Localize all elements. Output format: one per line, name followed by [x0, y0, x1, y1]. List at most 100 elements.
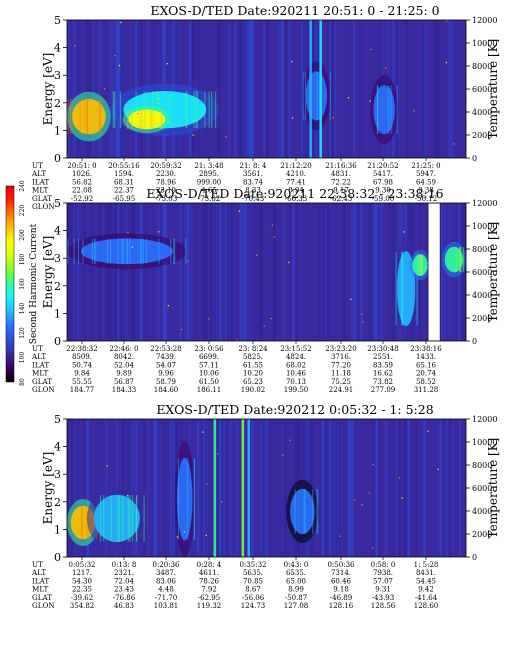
ephemeris-cell: 3561.	[243, 170, 263, 178]
background-streak	[99, 20, 101, 158]
emission-streak	[458, 247, 460, 273]
ephemeris-cell: 68.02	[286, 361, 306, 369]
background-streak	[86, 419, 89, 557]
background-streak	[434, 20, 437, 158]
background-streak	[228, 20, 230, 158]
background-streak	[260, 419, 263, 557]
ephemeris-cell: 70.13	[286, 378, 306, 386]
background-streak	[110, 203, 113, 341]
noise-speck	[403, 260, 405, 262]
noise-speck	[282, 454, 284, 456]
emission-streak	[86, 99, 88, 134]
background-streak	[424, 419, 426, 557]
ephemeris-row-label: ILAT	[32, 576, 49, 585]
y-tick-label: 2	[54, 496, 61, 509]
background-streak	[388, 203, 391, 341]
background-streak	[163, 203, 166, 341]
background-streak	[405, 20, 408, 158]
ephemeris-cell: 0:13: 8	[112, 561, 137, 569]
emission-streak	[170, 91, 172, 128]
background-streak	[158, 203, 161, 341]
background-streak	[210, 419, 212, 557]
background-streak	[351, 203, 353, 341]
ephemeris-cell: 354.82	[70, 602, 95, 610]
emission-streak	[139, 238, 141, 264]
emission-streak	[204, 91, 206, 128]
emission-streak	[103, 495, 105, 542]
ephemeris-cell: 128.56	[371, 602, 396, 610]
background-streak	[260, 419, 263, 557]
background-streak	[253, 203, 256, 341]
background-streak	[83, 203, 86, 341]
emission-streak	[418, 254, 420, 276]
y2-tick-label: 8000	[472, 245, 492, 254]
y2-tick-label: 6000	[472, 484, 492, 493]
ephemeris-cell: 5417.	[373, 170, 393, 178]
ephemeris-cell: 0:43: 0	[284, 561, 309, 569]
emission-streak	[109, 238, 112, 264]
y-tick-label: 0	[54, 335, 61, 348]
emission-streak	[376, 85, 379, 134]
ephemeris-cell: 6699.	[199, 353, 219, 361]
ephemeris-cell: 10.20	[243, 370, 263, 378]
ephemeris-row-label: UT	[32, 161, 43, 170]
emission-streak	[91, 238, 93, 264]
background-streak	[371, 419, 374, 557]
ephemeris-cell: -56.06	[242, 594, 265, 602]
background-streak	[378, 419, 381, 557]
background-streak	[325, 203, 327, 341]
background-streak	[281, 20, 283, 158]
ephemeris-cell: 8042.	[114, 353, 134, 361]
background-streak	[322, 419, 325, 557]
ephemeris-cell: 184.77	[70, 386, 95, 394]
ephemeris-cell: 1433.	[416, 353, 436, 361]
ephemeris-cell: 103.81	[154, 602, 179, 610]
emission-streak	[121, 238, 123, 264]
ephemeris-row-label: ALT	[31, 169, 46, 178]
background-streak	[356, 203, 359, 341]
ephemeris-cell: 8.94	[288, 187, 304, 195]
colorbar-tick-label: 220	[19, 205, 26, 217]
ephemeris-row-label: MLT	[32, 369, 49, 378]
background-streak	[301, 20, 304, 158]
background-streak	[201, 419, 204, 557]
ephemeris-cell: 52.04	[114, 361, 135, 369]
emission-streak	[161, 109, 163, 129]
noise-speck	[372, 547, 374, 549]
noise-speck	[158, 231, 160, 233]
background-streak	[260, 20, 262, 158]
background-streak	[194, 203, 197, 341]
emission-streak	[126, 238, 128, 264]
noise-speck	[350, 298, 352, 300]
background-streak	[296, 203, 298, 341]
ephemeris-cell: 0:20:36	[153, 561, 181, 569]
noise-speck	[291, 60, 293, 63]
ephemeris-cell: 7314.	[331, 569, 351, 577]
background-streak	[242, 20, 244, 158]
emission-streak	[329, 71, 331, 121]
emission-streak	[294, 489, 296, 534]
emission-streak	[316, 489, 318, 534]
ephemeris-cell: 22.08	[72, 187, 92, 195]
noise-speck	[120, 21, 122, 24]
ephemeris-cell: 22.35	[72, 586, 92, 594]
background-streak	[74, 20, 77, 158]
ephemeris-cell: 21: 8: 4	[240, 162, 268, 170]
y2-axis-label: Temperature [K]	[486, 222, 500, 323]
background-streak	[202, 419, 204, 557]
background-streak	[439, 203, 442, 341]
emission-streak	[462, 247, 465, 273]
emission-streak	[401, 251, 404, 326]
y2-tick-label: 2000	[472, 314, 492, 323]
background-streak	[284, 419, 288, 557]
background-streak	[76, 419, 78, 557]
background-streak	[217, 20, 221, 158]
emission-streak	[459, 247, 462, 273]
emission-streak	[117, 238, 119, 264]
noise-speck	[362, 321, 364, 323]
emission-streak	[170, 238, 172, 264]
background-streak	[421, 20, 424, 158]
ephemeris-cell: 68.31	[114, 178, 134, 186]
background-streak	[329, 20, 332, 158]
ephemeris-cell: 57.11	[199, 361, 219, 369]
